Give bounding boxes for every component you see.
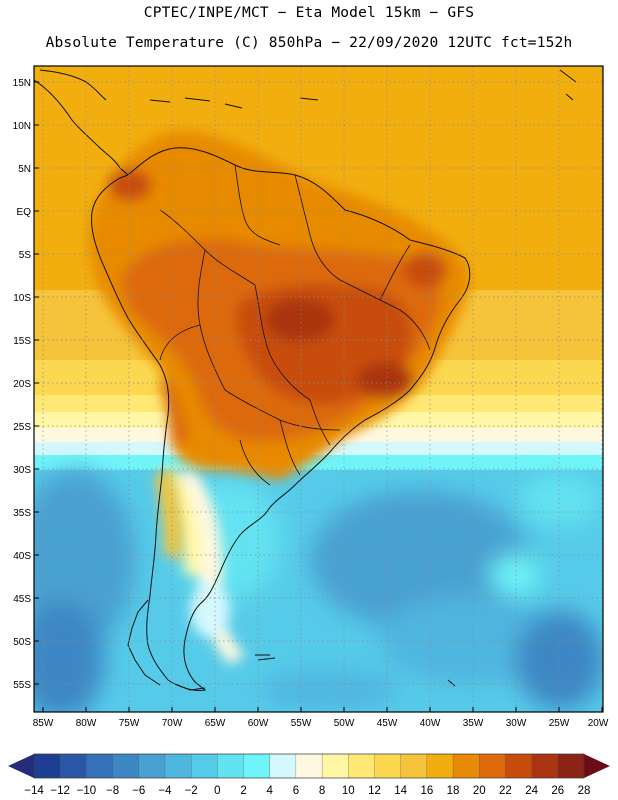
- legend-swatch: [531, 753, 559, 779]
- legend-frame: [33, 753, 585, 779]
- legend-label: −12: [50, 785, 70, 797]
- legend-label: 14: [394, 785, 407, 797]
- lon-label: 60W: [248, 718, 269, 729]
- legend-swatch: [557, 753, 585, 779]
- lat-label: 5S: [19, 250, 32, 261]
- legend-swatch: [505, 753, 533, 779]
- legend-label: 22: [499, 785, 512, 797]
- lat-label: 20S: [13, 379, 31, 390]
- lon-label: 25W: [549, 718, 570, 729]
- legend-swatch: [164, 753, 192, 779]
- legend-swatch: [479, 753, 506, 779]
- legend-arrow-low: [8, 754, 34, 778]
- lat-label: 10S: [13, 293, 31, 304]
- legend-label: 10: [342, 785, 355, 797]
- map-frame: [33, 65, 604, 713]
- lon-label: 70W: [162, 718, 183, 729]
- latitude-labels: 15N 10N 5N EQ 5S 10S 15S 20S 25S 30S 35S…: [13, 78, 32, 691]
- legend-labels: −14 −12 −10 −8 −6 −4 −2 0 2 4 6 8 10 12 14 16 18 20 22 24 26…: [24, 785, 590, 797]
- legend-label: −2: [185, 785, 198, 797]
- legend-swatch: [426, 753, 454, 779]
- lat-label: 55S: [13, 680, 31, 691]
- legend-label: 18: [447, 785, 460, 797]
- temperature-map: 15N 10N 5N EQ 5S 10S 15S 20S 25S 30S 35S…: [13, 65, 609, 729]
- legend-swatch: [86, 753, 114, 779]
- legend-label: 26: [551, 785, 564, 797]
- legend-swatch: [269, 753, 297, 779]
- lon-label: 65W: [205, 718, 226, 729]
- legend-label: 20: [473, 785, 486, 797]
- lat-label: EQ: [17, 207, 32, 218]
- legend-label: 6: [293, 785, 299, 797]
- lat-label: 10N: [13, 121, 31, 132]
- lat-label: 15N: [13, 78, 31, 89]
- legend-swatch: [112, 753, 140, 779]
- coastlines: [34, 69, 577, 691]
- legend-label: −14: [24, 785, 44, 797]
- legend-label: 16: [420, 785, 433, 797]
- lon-label: 80W: [76, 718, 97, 729]
- lon-label: 50W: [334, 718, 355, 729]
- legend-label: −4: [158, 785, 172, 797]
- lat-label: 15S: [13, 336, 31, 347]
- legend-label: 8: [319, 785, 325, 797]
- map-subtitle: Absolute Temperature (C) 850hPa − 22/09/…: [45, 35, 573, 51]
- legend-swatch: [295, 753, 323, 779]
- lat-label: 5N: [18, 164, 31, 175]
- lat-label: 35S: [13, 508, 31, 519]
- legend-label: 24: [525, 785, 538, 797]
- legend-swatch: [374, 753, 402, 779]
- legend-swatch: [60, 753, 87, 779]
- legend-label: −8: [106, 785, 119, 797]
- tick-marks: [34, 81, 603, 712]
- lat-label: 50S: [13, 637, 31, 648]
- lon-label: 20W: [588, 718, 609, 729]
- lon-label: 55W: [291, 718, 312, 729]
- lon-label: 30W: [506, 718, 527, 729]
- graticule: [34, 66, 603, 712]
- lon-label: 35W: [463, 718, 484, 729]
- legend-label: 12: [368, 785, 381, 797]
- lon-label: 40W: [420, 718, 441, 729]
- lon-label: 75W: [119, 718, 140, 729]
- lat-label: 30S: [13, 465, 31, 476]
- lon-label: 85W: [33, 718, 54, 729]
- map-title: CPTEC/INPE/MCT − Eta Model 15km − GFS: [143, 5, 475, 21]
- lon-label: 45W: [377, 718, 398, 729]
- lat-label: 25S: [13, 422, 31, 433]
- legend-swatch: [243, 753, 271, 779]
- legend-swatch: [190, 753, 218, 779]
- legend-label: −6: [132, 785, 145, 797]
- legend-swatch: [217, 753, 244, 779]
- legend-label: 0: [214, 785, 220, 797]
- longitude-labels: 85W 80W 75W 70W 65W 60W 55W 50W 45W 40W …: [33, 718, 609, 729]
- legend-swatch: [452, 753, 480, 779]
- legend-label: 28: [578, 785, 591, 797]
- legend-label: 2: [240, 785, 246, 797]
- legend-swatch: [321, 753, 349, 779]
- legend-swatch: [400, 753, 428, 779]
- legend-swatch: [138, 753, 166, 779]
- legend-arrow-high: [584, 754, 610, 778]
- legend-label: −10: [77, 785, 97, 797]
- legend-label: 4: [267, 785, 274, 797]
- lat-label: 40S: [13, 551, 31, 562]
- legend-swatch: [33, 753, 61, 779]
- legend-swatches: [33, 753, 585, 779]
- lat-label: 45S: [13, 594, 31, 605]
- legend-swatch: [348, 753, 375, 779]
